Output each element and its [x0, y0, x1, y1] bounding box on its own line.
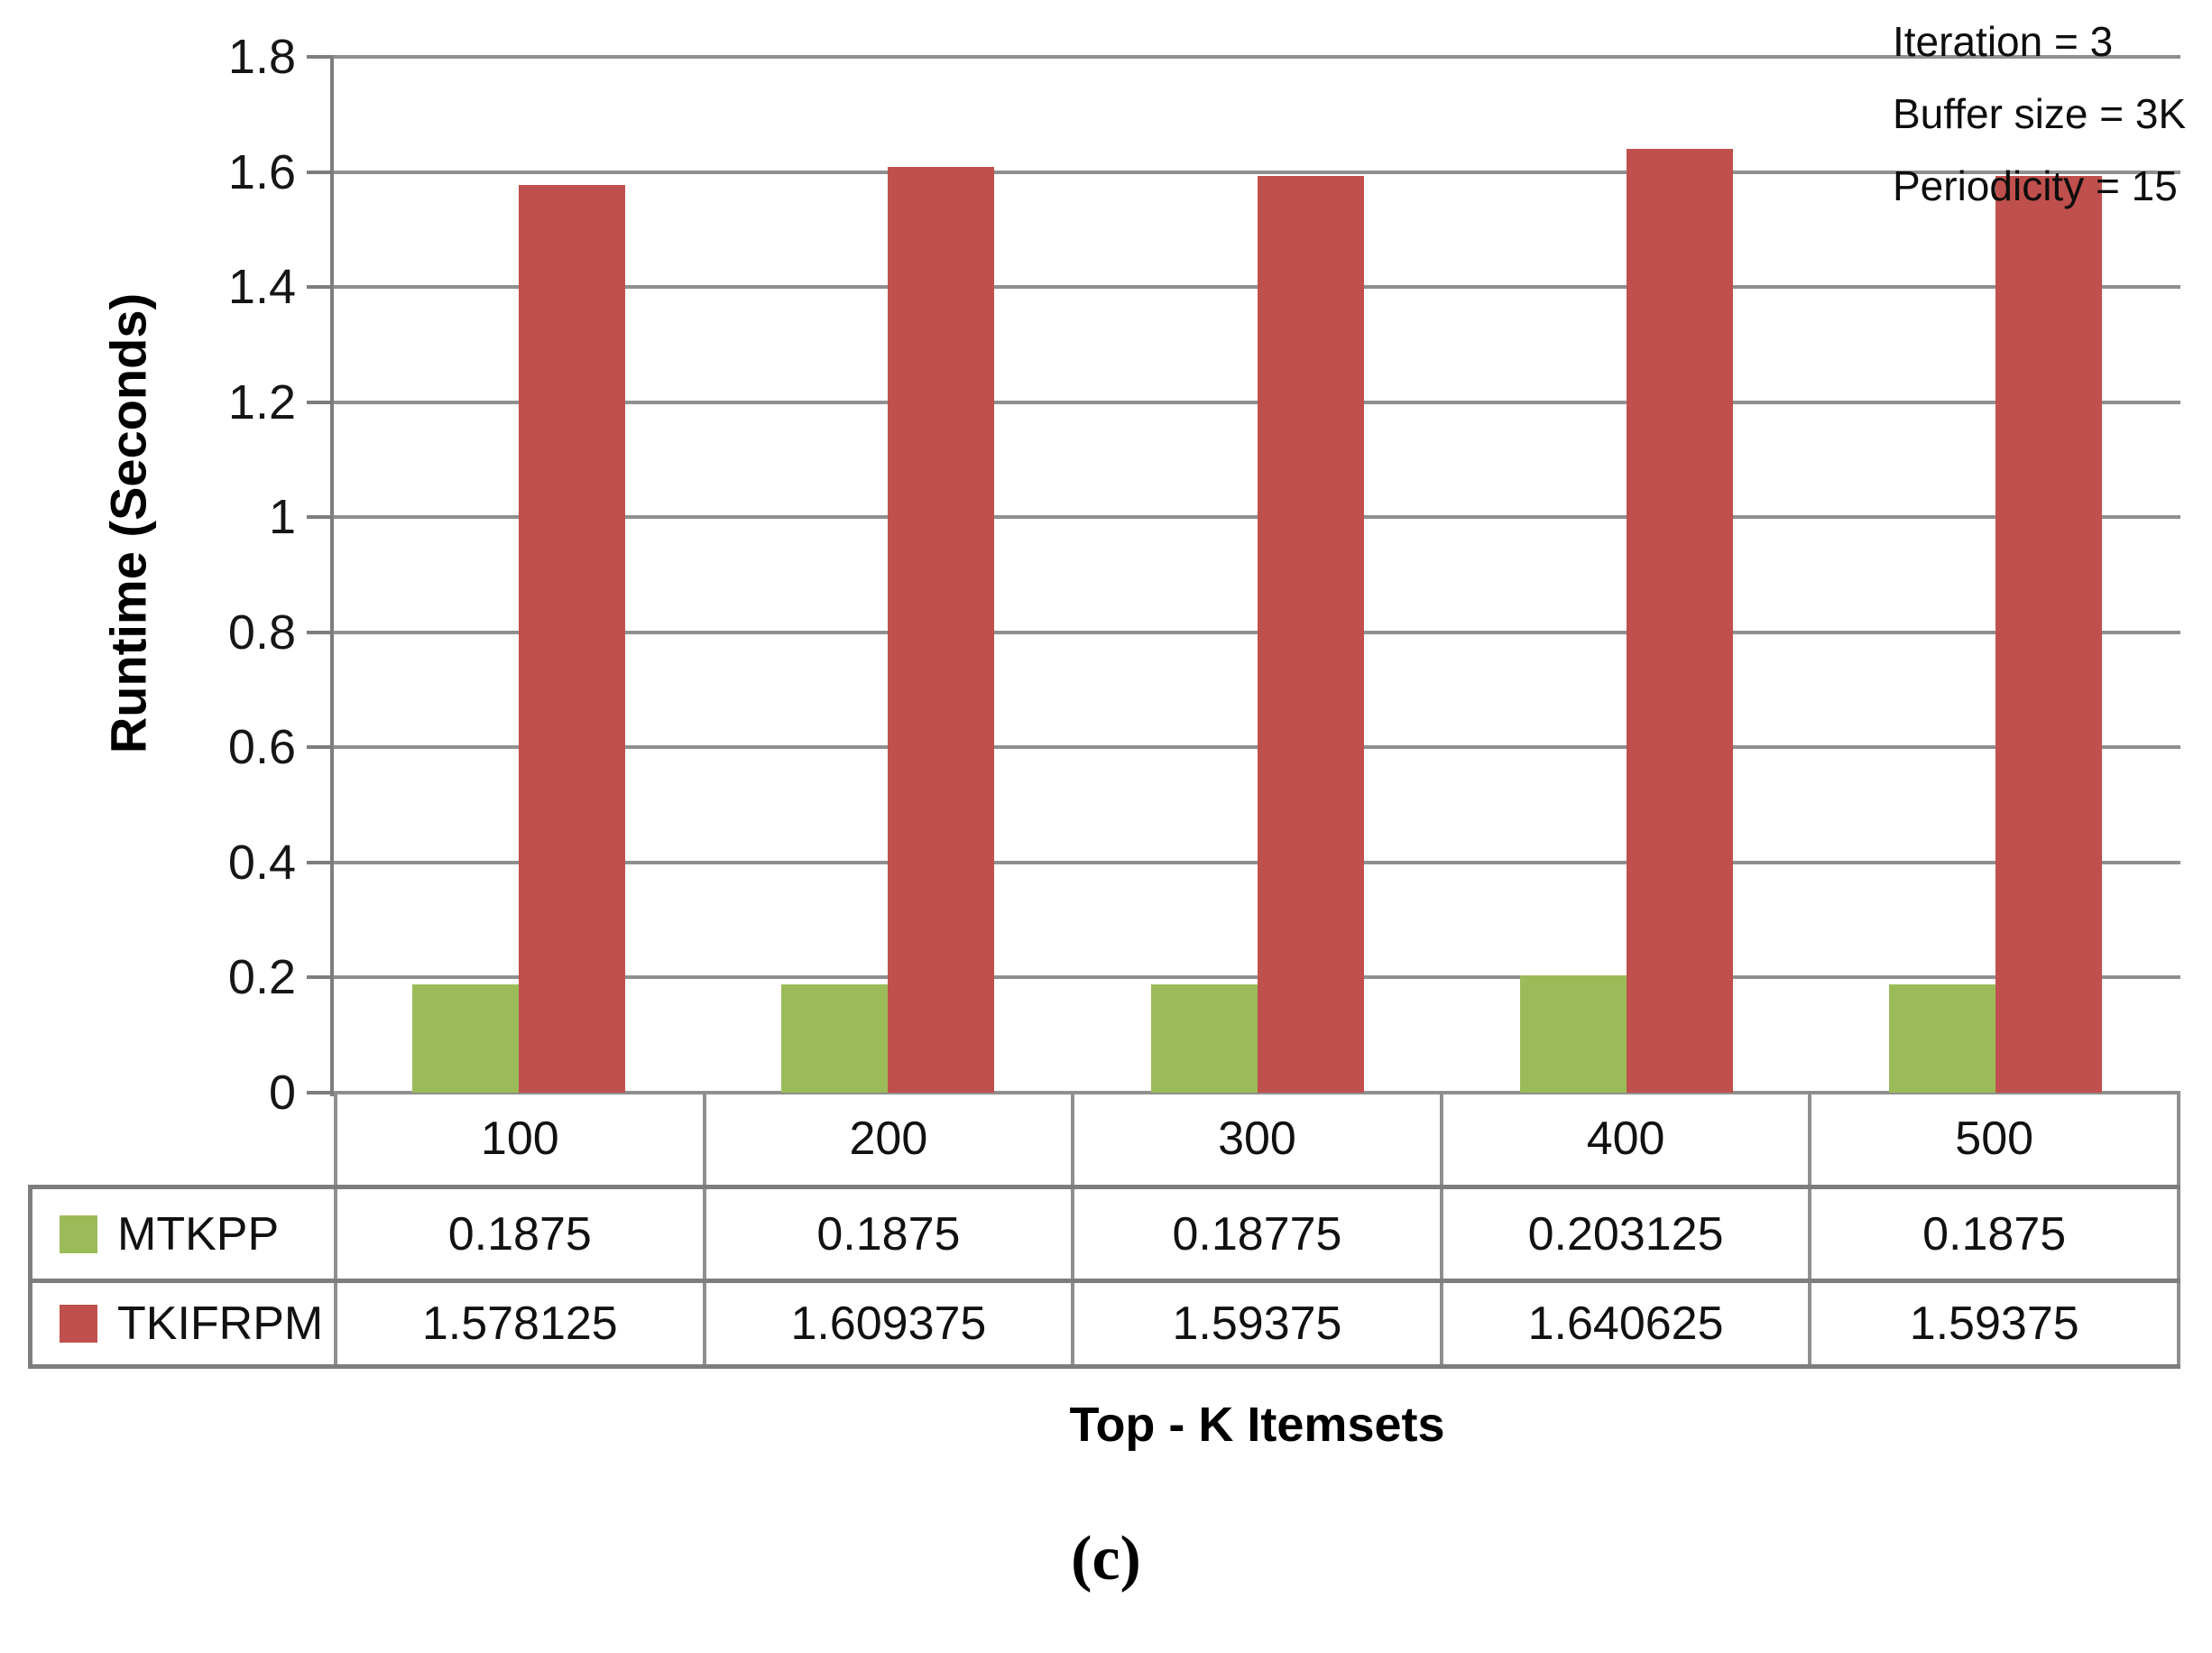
- y-axis-tick: [307, 515, 334, 520]
- figure-caption: (c): [1071, 1524, 1141, 1593]
- table-cell: 1.609375: [702, 1283, 1072, 1364]
- bar-MTKPP-400: [1519, 975, 1627, 1093]
- chart-annotation: Iteration = 3 Buffer size = 3K Periodicity…: [1893, 5, 2186, 222]
- gridline: [334, 1091, 2180, 1094]
- legend-swatch-MTKPP: [60, 1214, 97, 1253]
- bar-TKIFRPM-200: [888, 167, 995, 1093]
- y-tick-label: 1.4: [227, 260, 296, 315]
- bar-TKIFRPM-300: [1257, 176, 1364, 1093]
- y-tick-label: 0.2: [227, 950, 296, 1005]
- column-header: 500: [1808, 1093, 2180, 1185]
- y-tick-label: 0: [268, 1066, 296, 1120]
- table-cell: 0.203125: [1439, 1189, 1809, 1279]
- table-cell: 1.59375: [1071, 1283, 1440, 1364]
- y-axis-title: Runtime (Seconds): [99, 292, 157, 754]
- data-table: 100 200 300 400 500 MTKPP 0.1875 0.1875 0.18775 0…: [28, 1093, 2180, 1369]
- y-tick-label: 1: [268, 490, 296, 545]
- y-tick-label: 1.2: [227, 374, 296, 429]
- table-row: TKIFRPM 1.578125 1.609375 1.59375 1.640625 1.…: [28, 1279, 2180, 1369]
- gridline: [334, 55, 2180, 59]
- bar-TKIFRPM-400: [1626, 149, 1733, 1093]
- column-header: 200: [702, 1093, 1072, 1185]
- y-axis-tick: [307, 1091, 334, 1094]
- table-cell: 0.1875: [1808, 1189, 2180, 1279]
- y-tick-label: 0.4: [227, 835, 296, 890]
- table-cell: 1.578125: [334, 1283, 703, 1364]
- y-axis-tick: [307, 630, 334, 634]
- table-cell: 1.59375: [1808, 1283, 2180, 1364]
- legend-swatch-TKIFRPM: [60, 1305, 97, 1343]
- annotation-line: Buffer size = 3K: [1893, 90, 2187, 137]
- column-header: 400: [1439, 1093, 1809, 1185]
- gridline: [334, 170, 2180, 174]
- bar-MTKPP-100: [411, 984, 519, 1093]
- bar-MTKPP-200: [781, 984, 889, 1093]
- table-header-row: 100 200 300 400 500: [334, 1093, 2180, 1185]
- bar-MTKPP-300: [1150, 984, 1258, 1093]
- y-tick-label: 0.8: [227, 605, 296, 660]
- y-axis-tick: [307, 285, 334, 290]
- column-header: 300: [1071, 1093, 1440, 1185]
- bar-MTKPP-500: [1889, 984, 1996, 1093]
- x-axis-title: Top - K Itemsets: [1069, 1398, 1445, 1452]
- y-axis-line: [330, 57, 334, 1096]
- annotation-line: Periodicity = 15: [1893, 162, 2178, 209]
- plot-area: 1.8 1.6 1.4 1.2 1 0.8 0.6 0.4 0.2 0: [228, 32, 2180, 1117]
- table-cell: 0.1875: [334, 1189, 703, 1279]
- y-tick-label: 0.6: [227, 720, 296, 775]
- y-axis-tick: [307, 860, 334, 864]
- column-header: 100: [334, 1093, 703, 1185]
- y-tick-label: 1.8: [227, 30, 296, 84]
- table-cell: 1.640625: [1439, 1283, 1809, 1364]
- y-axis-tick: [307, 745, 334, 750]
- legend-cell: TKIFRPM: [28, 1283, 334, 1364]
- table-row: MTKPP 0.1875 0.1875 0.18775 0.203125 0.1875: [28, 1185, 2180, 1279]
- y-axis-tick: [307, 975, 334, 980]
- y-tick-label: 1.6: [227, 144, 296, 199]
- table-cell: 0.1875: [702, 1189, 1072, 1279]
- bar-TKIFRPM-500: [1995, 176, 2103, 1093]
- y-axis-tick: [307, 400, 334, 404]
- annotation-line: Iteration = 3: [1893, 18, 2114, 65]
- legend-cell: MTKPP: [28, 1189, 334, 1279]
- series-label: MTKPP: [117, 1207, 280, 1261]
- y-axis-tick: [307, 55, 334, 59]
- bar-TKIFRPM-100: [518, 185, 625, 1093]
- table-cell: 0.18775: [1071, 1189, 1440, 1279]
- y-axis-tick: [307, 170, 334, 174]
- series-label: TKIFRPM: [117, 1297, 324, 1350]
